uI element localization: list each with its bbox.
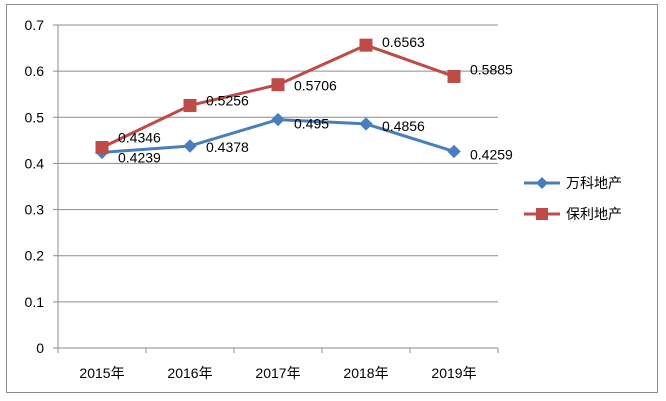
data-point bbox=[183, 98, 197, 112]
data-label: 0.5256 bbox=[206, 92, 249, 108]
y-tick-label: 0.3 bbox=[25, 202, 45, 218]
legend-label: 万科地产 bbox=[566, 175, 622, 191]
data-label: 0.5885 bbox=[470, 61, 513, 77]
series-group bbox=[95, 38, 461, 160]
x-tick-label: 2016年 bbox=[167, 365, 212, 381]
legend-item-1: 万科地产 bbox=[524, 175, 622, 191]
data-label: 0.4346 bbox=[118, 129, 161, 145]
legend-marker bbox=[536, 177, 548, 189]
data-point bbox=[183, 139, 197, 153]
data-label: 0.5706 bbox=[294, 78, 337, 94]
y-tick-label: 0.5 bbox=[25, 109, 45, 125]
data-labels: 0.4239 0.4378 0.495 0.4856 0.4259 0.4346 0.525… bbox=[118, 34, 513, 165]
y-tick-label: 0.2 bbox=[25, 248, 45, 264]
y-axis-ticks: 0 0.1 0.2 0.3 0.4 0.5 0.6 0.7 bbox=[25, 17, 58, 356]
data-point bbox=[95, 140, 109, 154]
data-point bbox=[359, 117, 373, 131]
y-tick-label: 0.6 bbox=[25, 63, 45, 79]
axes bbox=[57, 25, 498, 349]
data-point bbox=[447, 69, 461, 83]
data-label: 0.6563 bbox=[382, 34, 425, 50]
legend-item-2: 保利地产 bbox=[524, 206, 622, 222]
data-point bbox=[447, 144, 461, 159]
x-axis-ticks: 2015年 2016年 2017年 2018年 2019年 bbox=[57, 348, 499, 381]
data-label: 0.495 bbox=[294, 116, 329, 132]
data-point bbox=[359, 38, 373, 52]
data-point bbox=[271, 112, 285, 127]
x-tick-label: 2018年 bbox=[343, 365, 388, 381]
y-tick-label: 0.7 bbox=[25, 17, 45, 33]
legend-label: 保利地产 bbox=[566, 206, 622, 222]
data-label: 0.4856 bbox=[382, 118, 425, 134]
data-point bbox=[271, 78, 285, 92]
data-label: 0.4239 bbox=[118, 149, 161, 165]
chart-frame bbox=[6, 4, 658, 393]
x-tick-label: 2017年 bbox=[255, 365, 300, 381]
y-tick-label: 0.4 bbox=[25, 155, 45, 171]
legend-marker bbox=[536, 208, 548, 220]
data-label: 0.4259 bbox=[470, 146, 513, 162]
x-tick-label: 2019年 bbox=[431, 365, 476, 381]
series-2 bbox=[95, 38, 461, 154]
y-tick-label: 0 bbox=[36, 340, 44, 356]
x-tick-label: 2015年 bbox=[79, 365, 124, 381]
data-label: 0.4378 bbox=[206, 139, 249, 155]
y-tick-label: 0.1 bbox=[25, 294, 45, 310]
